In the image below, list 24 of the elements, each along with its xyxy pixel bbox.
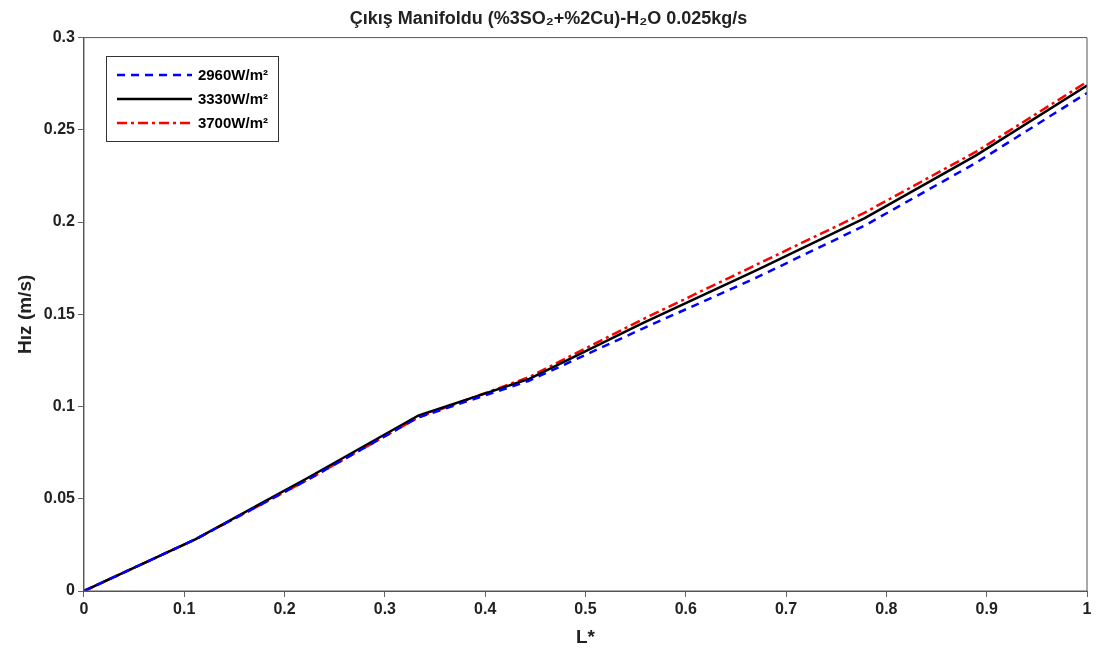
y-tick-label: 0 <box>66 581 76 599</box>
y-tick-label: 0.1 <box>52 396 76 414</box>
y-tick-label: 0.3 <box>52 28 76 46</box>
x-tick-label: 0.1 <box>173 600 196 618</box>
x-tick-label: 0.2 <box>273 600 296 618</box>
x-axis-title: L* <box>575 625 596 647</box>
legend-label: 3330W/m² <box>197 90 268 108</box>
y-tick-label: 0.2 <box>52 212 76 230</box>
x-tick-label: 1 <box>1082 600 1092 618</box>
legend-label: 2960W/m² <box>197 66 268 84</box>
x-tick-label: 0.8 <box>875 600 898 618</box>
x-tick-label: 0.3 <box>373 600 397 618</box>
legend-label: 3700W/m² <box>197 114 268 132</box>
x-tick-label: 0 <box>79 600 89 618</box>
y-tick-label: 0.25 <box>43 120 76 138</box>
y-tick-label: 0.05 <box>43 489 76 507</box>
x-tick-label: 0.4 <box>474 600 497 618</box>
x-tick-label: 0.7 <box>774 600 798 618</box>
chart-title: Çıkış Manifoldu (%3SO₂+%2Cu)-H₂O 0.025kg/s <box>349 7 748 28</box>
x-tick-label: 0.6 <box>674 600 697 618</box>
y-tick-label: 0.15 <box>43 304 76 322</box>
y-axis-title: Hız (m/s) <box>13 274 35 354</box>
x-tick-label: 0.5 <box>574 600 597 618</box>
x-tick-label: 0.9 <box>975 600 998 618</box>
